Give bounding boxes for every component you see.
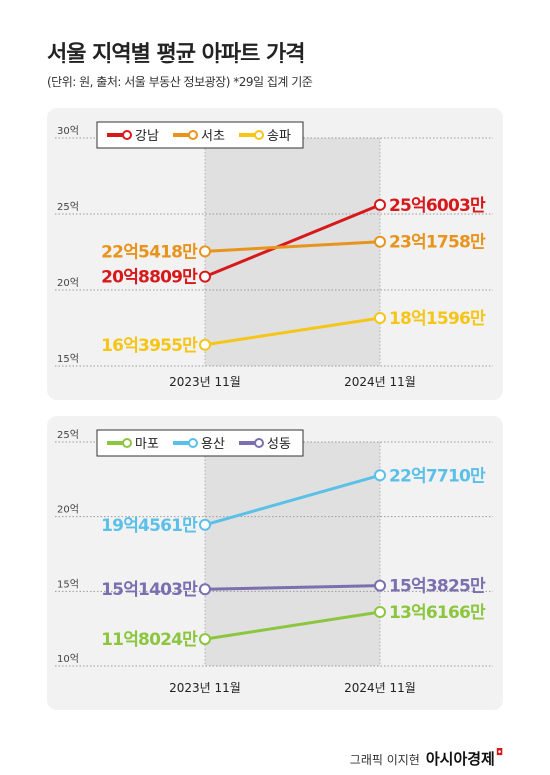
data-label: 23억1758만 <box>389 233 486 253</box>
data-point <box>199 518 211 531</box>
legend-swatch-marker <box>188 438 198 448</box>
legend-box <box>96 429 304 457</box>
data-point <box>199 338 211 351</box>
data-label: 15억1403만 <box>101 580 198 600</box>
data-label: 18억1596만 <box>389 309 486 329</box>
period-band <box>205 442 380 666</box>
y-tick-label: 20억 <box>57 504 79 516</box>
legend-label: 성동 <box>267 437 291 452</box>
chart-top: 30억 25억 20억 15억 2023년 11월 2024년 11월 강남 서초 송파 20억8… <box>55 121 493 389</box>
y-tick-label: 10억 <box>57 653 79 665</box>
data-point <box>199 633 211 646</box>
data-label: 20억8809만 <box>101 268 198 288</box>
data-label: 22억7710만 <box>389 466 486 486</box>
legend-swatch-marker <box>122 438 132 448</box>
legend-swatch-marker <box>254 438 264 448</box>
data-point <box>374 198 386 211</box>
legend-label: 강남 <box>135 129 159 144</box>
chart-bottom: 25억 20억 15억 10억 2023년 11월 2024년 11월 마포 용산 성동 11억8… <box>55 429 493 695</box>
data-label: 19억4561만 <box>101 516 198 536</box>
data-point <box>199 583 211 596</box>
series-line-마포 <box>204 610 381 641</box>
data-point <box>374 605 386 618</box>
page-title: 서울 지역별 평균 아파트 가격 <box>47 42 306 67</box>
legend-swatch-marker <box>254 130 264 140</box>
legend-label: 마포 <box>135 437 159 452</box>
legend-label: 송파 <box>267 129 291 144</box>
data-point <box>374 235 386 248</box>
legend-label: 서초 <box>201 129 225 144</box>
data-label: 25억6003만 <box>389 196 486 216</box>
x-tick-label: 2024년 11월 <box>344 375 416 389</box>
data-point <box>374 579 386 592</box>
x-tick-label: 2024년 11월 <box>344 681 416 695</box>
period-band <box>205 138 380 366</box>
x-tick-label: 2023년 11월 <box>169 375 241 389</box>
data-point <box>199 245 211 258</box>
brand-mark-icon: ◘ <box>495 748 503 758</box>
data-label: 15억3825만 <box>389 577 486 597</box>
brand-logo: 아시아경제 <box>425 750 495 768</box>
y-tick-label: 15억 <box>57 353 79 365</box>
series-line-송파 <box>204 316 381 347</box>
data-label: 11억8024만 <box>101 630 198 650</box>
series-line-강남 <box>204 203 381 278</box>
graphic-credit: 그래픽 이지현 <box>349 753 420 767</box>
data-point <box>199 270 211 283</box>
data-point <box>374 311 386 324</box>
y-tick-label: 15억 <box>57 578 79 590</box>
legend-swatch-marker <box>122 130 132 140</box>
series-line-서초 <box>204 240 381 253</box>
legend: 강남 서초 송파 <box>96 121 304 149</box>
legend: 마포 용산 성동 <box>96 429 304 457</box>
data-label: 13억6166만 <box>389 603 486 623</box>
legend-swatch-marker <box>188 130 198 140</box>
title-divider <box>47 60 503 61</box>
series-line-용산 <box>204 473 381 527</box>
y-tick-label: 20억 <box>57 277 79 289</box>
x-tick-label: 2023년 11월 <box>169 681 241 695</box>
footer-credit: 그래픽 이지현 아시아경제◘ <box>350 748 503 769</box>
y-tick-label: 30억 <box>57 125 79 137</box>
data-label: 22억5418만 <box>101 242 198 262</box>
data-point <box>374 469 386 482</box>
legend-label: 용산 <box>201 437 225 452</box>
data-label: 16억3955만 <box>101 336 198 356</box>
chart-panel-bottom: 25억 20억 15억 10억 2023년 11월 2024년 11월 마포 용산 성동 11억8… <box>47 416 503 710</box>
chart-subtitle: (단위: 원, 출처: 서울 부동산 정보광장) *29일 집계 기준 <box>47 75 313 89</box>
y-tick-label: 25억 <box>57 201 79 213</box>
y-tick-label: 25억 <box>57 429 79 441</box>
chart-panel-top: 30억 25억 20억 15억 2023년 11월 2024년 11월 강남 서초 송파 20억8… <box>47 108 503 400</box>
series-line-성동 <box>204 584 381 591</box>
